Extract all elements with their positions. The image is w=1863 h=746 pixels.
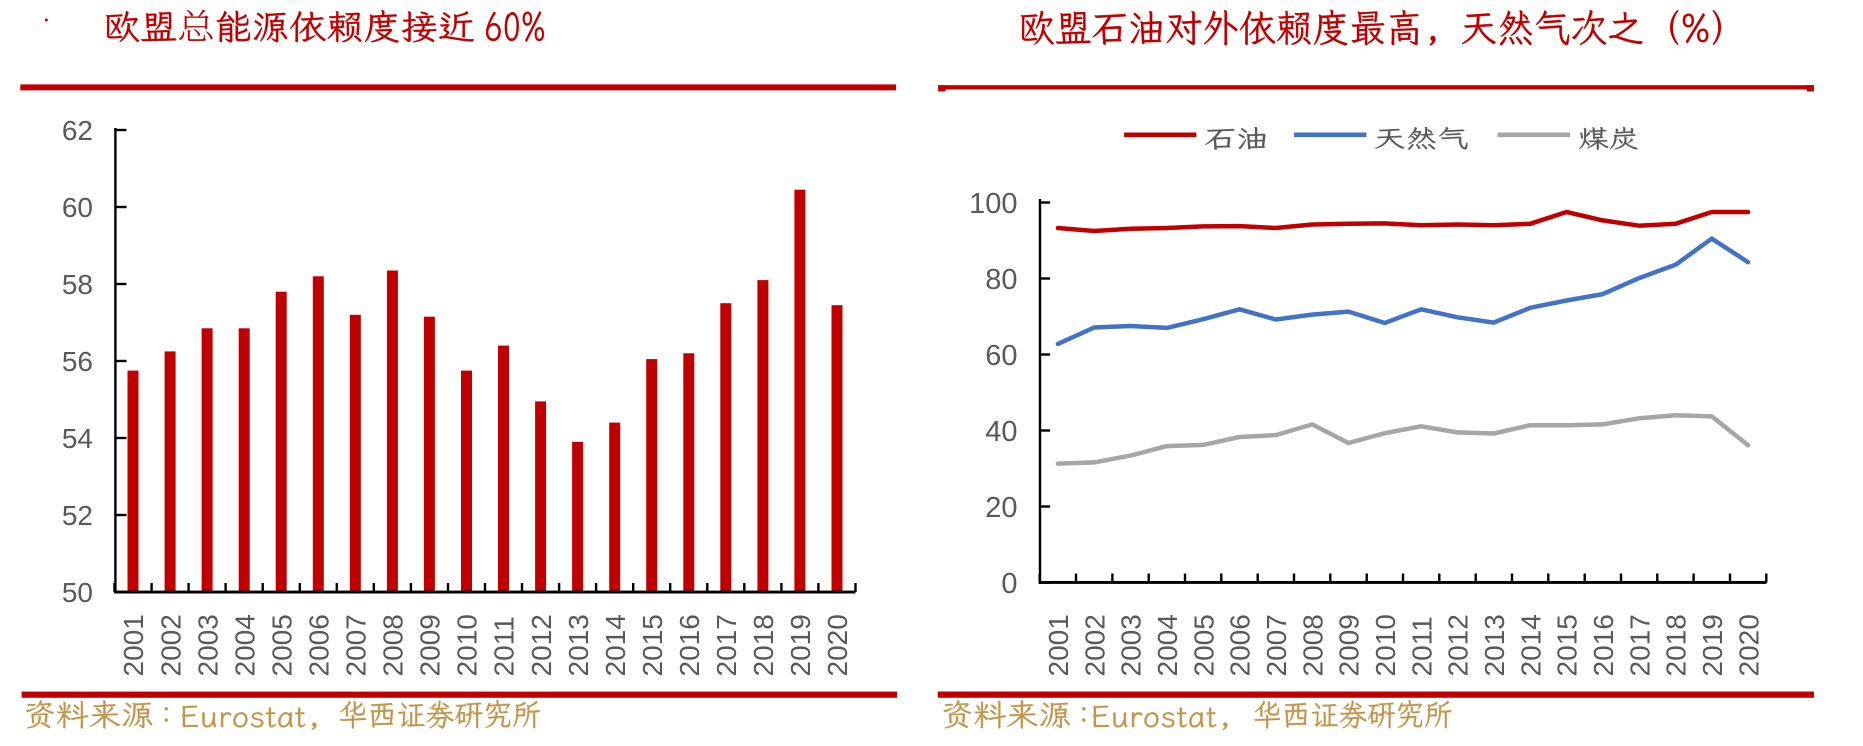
svg-text:2003: 2003 [1116,614,1147,676]
svg-text:2008: 2008 [378,614,409,676]
svg-text:2006: 2006 [1225,614,1256,676]
svg-text:80: 80 [985,264,1017,296]
svg-text:2019: 2019 [1697,614,1728,676]
svg-text:2016: 2016 [674,614,705,676]
svg-text:2001: 2001 [118,614,149,676]
svg-text:40: 40 [985,416,1017,448]
svg-text:2008: 2008 [1297,614,1328,676]
svg-text:2006: 2006 [304,614,335,676]
svg-text:2004: 2004 [1152,614,1183,676]
svg-text:2004: 2004 [229,614,260,676]
svg-text:60: 60 [62,192,93,223]
svg-text:0: 0 [1001,568,1017,600]
svg-text:2007: 2007 [1261,614,1292,676]
svg-text:50: 50 [62,577,93,608]
svg-text:62: 62 [62,115,93,146]
svg-text:2019: 2019 [785,614,816,676]
svg-text:100: 100 [969,188,1017,220]
svg-text:2002: 2002 [1079,614,1110,676]
svg-text:2016: 2016 [1588,614,1619,676]
svg-text:2007: 2007 [341,614,372,676]
svg-text:2014: 2014 [600,614,631,676]
svg-text:2009: 2009 [1334,614,1365,676]
svg-text:54: 54 [62,423,93,454]
svg-text:2012: 2012 [1443,614,1474,676]
svg-text:2005: 2005 [1188,614,1219,676]
svg-text:2002: 2002 [155,614,186,676]
svg-text:60: 60 [985,340,1017,372]
svg-text:56: 56 [62,346,93,377]
svg-text:52: 52 [62,500,93,531]
svg-text:2003: 2003 [192,614,223,676]
svg-text:2014: 2014 [1515,614,1546,676]
svg-text:2020: 2020 [822,614,853,676]
svg-text:2015: 2015 [1552,614,1583,676]
svg-text:2001: 2001 [1043,614,1074,676]
svg-text:20: 20 [985,492,1017,524]
svg-text:2010: 2010 [452,614,483,676]
svg-text:2017: 2017 [1624,614,1655,676]
svg-text:2013: 2013 [1479,614,1510,676]
svg-text:2017: 2017 [711,614,742,676]
svg-text:2015: 2015 [637,614,668,676]
svg-text:2018: 2018 [748,614,779,676]
svg-text:2011: 2011 [1406,616,1437,676]
svg-text:58: 58 [62,269,93,300]
svg-text:2010: 2010 [1370,614,1401,676]
svg-text:2009: 2009 [415,614,446,676]
svg-text:2011: 2011 [489,616,520,676]
svg-text:2005: 2005 [266,614,297,676]
svg-text:2012: 2012 [526,614,557,676]
svg-text:2020: 2020 [1733,614,1764,676]
svg-text:2013: 2013 [563,614,594,676]
svg-text:2018: 2018 [1661,614,1692,676]
